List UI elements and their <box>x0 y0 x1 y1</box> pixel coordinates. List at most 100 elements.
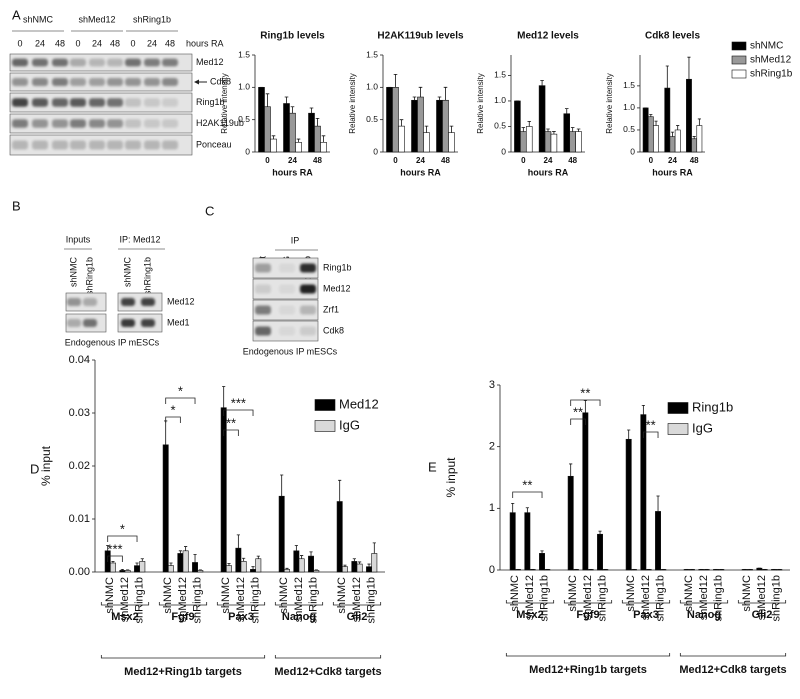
error-bar <box>256 555 260 559</box>
error-bar <box>193 554 197 563</box>
blot-band <box>89 77 105 87</box>
x-tick-label: 24 <box>416 156 425 165</box>
x-tick-label: 48 <box>441 156 450 165</box>
blot-band <box>107 140 123 150</box>
bar <box>674 129 681 153</box>
y-tick-label: 1.5 <box>238 49 250 59</box>
blot-band <box>279 326 295 336</box>
legend-label: shMed12 <box>750 55 792 66</box>
blot-band <box>279 263 295 273</box>
y-tick-label: 3 <box>489 379 495 391</box>
y-tick-label: 1.5 <box>623 80 635 90</box>
blot-band <box>89 119 105 128</box>
blot-header: IP <box>291 235 300 245</box>
bar <box>386 87 393 153</box>
error-bar <box>525 507 529 513</box>
timepoint-label: 48 <box>165 38 175 48</box>
y-tick-label: 0 <box>489 564 495 576</box>
bar <box>177 553 184 573</box>
legend-label: Med12 <box>339 396 379 411</box>
y-axis-label: Relative intensity <box>220 73 229 133</box>
blot-band <box>52 98 68 107</box>
group-label: Gli2 <box>752 609 773 621</box>
bar <box>655 511 661 571</box>
bar <box>538 85 546 153</box>
x-tick-label: shNMC <box>625 575 637 612</box>
x-tick-label: shMed12 <box>235 577 247 622</box>
bar <box>162 444 169 573</box>
error-bar <box>367 563 371 567</box>
group-bracket <box>274 602 324 606</box>
significance-bracket <box>570 399 601 406</box>
x-tick-label: shMed12 <box>524 575 536 620</box>
error-bar <box>576 128 581 132</box>
error-bar <box>521 127 526 132</box>
bar <box>313 570 320 573</box>
error-bar <box>627 429 631 440</box>
error-bar <box>135 562 139 566</box>
significance-bracket <box>107 535 138 542</box>
bar <box>686 78 692 153</box>
y-tick-label: 1.0 <box>238 82 250 92</box>
error-bar <box>111 561 115 563</box>
bar <box>669 136 676 153</box>
blot-row-label: Ring1b <box>323 262 352 272</box>
lane-label: shRing1b <box>84 257 94 295</box>
error-bar <box>437 96 442 101</box>
blot-band <box>107 119 123 128</box>
error-bar <box>443 86 448 101</box>
error-bar <box>300 555 304 559</box>
significance-label: ** <box>580 385 590 400</box>
bar <box>235 547 242 573</box>
group-bracket <box>737 600 787 604</box>
bar <box>197 570 204 573</box>
bar <box>597 533 603 571</box>
blot-band <box>107 77 123 87</box>
blot-band <box>12 77 28 87</box>
panel-label: C <box>205 203 214 218</box>
error-bar <box>222 386 226 408</box>
group-bracket <box>679 600 729 604</box>
error-bar <box>540 550 544 554</box>
supergroup-bracket <box>505 653 671 657</box>
blot-band <box>70 140 86 150</box>
significance-label: *** <box>231 395 246 410</box>
bar <box>448 132 455 153</box>
error-bar <box>552 131 556 135</box>
x-tick-label: shRing1b <box>308 577 320 623</box>
blot-band <box>89 140 105 150</box>
supergroup-bracket <box>100 655 266 659</box>
blot-row-label: Med1 <box>167 317 190 327</box>
bar <box>371 553 378 573</box>
blot-band <box>12 119 28 128</box>
chart-title: Med12 levels <box>517 31 579 42</box>
blot-band <box>107 58 123 67</box>
blot-band <box>144 140 160 150</box>
legend-swatch <box>731 69 747 79</box>
bar <box>392 87 399 153</box>
bar <box>289 112 296 153</box>
bar <box>278 495 285 573</box>
blot-header: Inputs <box>66 234 91 244</box>
blot-panel <box>117 313 163 333</box>
bar <box>524 512 531 571</box>
y-tick-label: 1.5 <box>366 49 378 59</box>
lane-label: shRing1b <box>142 257 152 295</box>
group-bracket <box>563 600 613 604</box>
blot-row-label: Cdk8 <box>323 325 344 335</box>
x-tick-label: shNMC <box>336 577 348 614</box>
error-bar <box>343 564 347 567</box>
error-bar <box>665 65 669 89</box>
blot-row-label: H2AK119ub <box>196 118 244 128</box>
x-tick-label: 0 <box>265 156 270 165</box>
x-tick-label: shNMC <box>104 577 116 614</box>
blot-band <box>141 318 155 328</box>
y-tick-label: 0 <box>630 146 635 156</box>
chart-title: Cdk8 levels <box>645 31 700 42</box>
legend-label: Ring1b <box>692 399 733 414</box>
bar <box>293 550 300 573</box>
y-axis-label: Relative intensity <box>348 73 357 133</box>
timepoint-label: 48 <box>110 38 120 48</box>
y-tick-label: 0 <box>373 146 378 156</box>
